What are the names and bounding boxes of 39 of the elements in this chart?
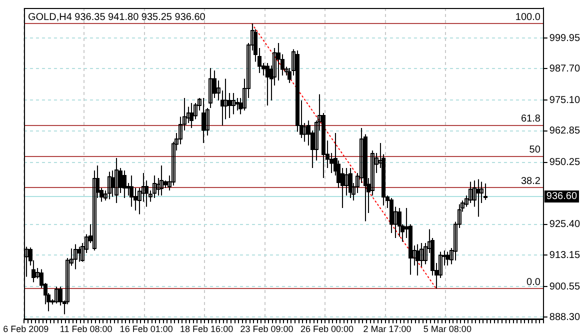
y-tick-label: 925.40 — [549, 219, 580, 230]
annotation: 0.0 — [526, 277, 541, 288]
annotation: 50 — [529, 144, 541, 156]
y-tick-label: 900.55 — [549, 281, 580, 292]
candlestick — [344, 167, 348, 196]
x-tick-label: 16 Feb 01:00 — [120, 324, 173, 334]
x-tick-label: 23 Feb 09:00 — [240, 324, 294, 334]
y-tick-label: 888.30 — [549, 312, 580, 323]
candlestick — [74, 244, 78, 270]
candlestick — [160, 164, 164, 196]
y-tick-label: 913.15 — [549, 250, 580, 261]
y-tick-label: 962.85 — [549, 126, 580, 137]
x-tick-label: 5 Mar 08:00 — [423, 324, 472, 334]
y-tick-label: 987.70 — [549, 63, 580, 74]
candlestick — [208, 67, 212, 108]
x-tick-label: 2 Mar 17:00 — [363, 324, 412, 334]
candlestick — [480, 181, 484, 204]
y-tick-label: 999.95 — [549, 32, 580, 44]
candlestick — [54, 286, 58, 304]
annotation: 38.2 — [520, 176, 541, 187]
candlestick — [468, 181, 472, 204]
x-tick-label: 26 Feb 00:00 — [300, 324, 354, 334]
x-tick-label: 11 Feb 08:00 — [60, 324, 112, 334]
annotation: 100.0 — [515, 12, 541, 24]
candlestick — [232, 92, 236, 115]
candlestick — [302, 122, 306, 142]
candlestick — [152, 174, 156, 198]
y-tick-label: 975.10 — [549, 94, 580, 106]
candlestick — [224, 78, 228, 120]
x-tick-label: 6 Feb 2009 — [3, 324, 49, 334]
x-tick-label: 18 Feb 16:00 — [180, 324, 234, 334]
candlestick — [484, 182, 488, 200]
candlestick — [108, 171, 112, 200]
y-tick-label: 950.25 — [549, 157, 580, 168]
candlestick — [114, 157, 118, 204]
ref-line-label: 936.60 — [546, 191, 578, 202]
chart-title: GOLD,H4 936.35 941.80 935.25 936.60 — [28, 12, 206, 23]
annotation: 61.8 — [520, 113, 541, 124]
candlestick — [92, 170, 96, 251]
